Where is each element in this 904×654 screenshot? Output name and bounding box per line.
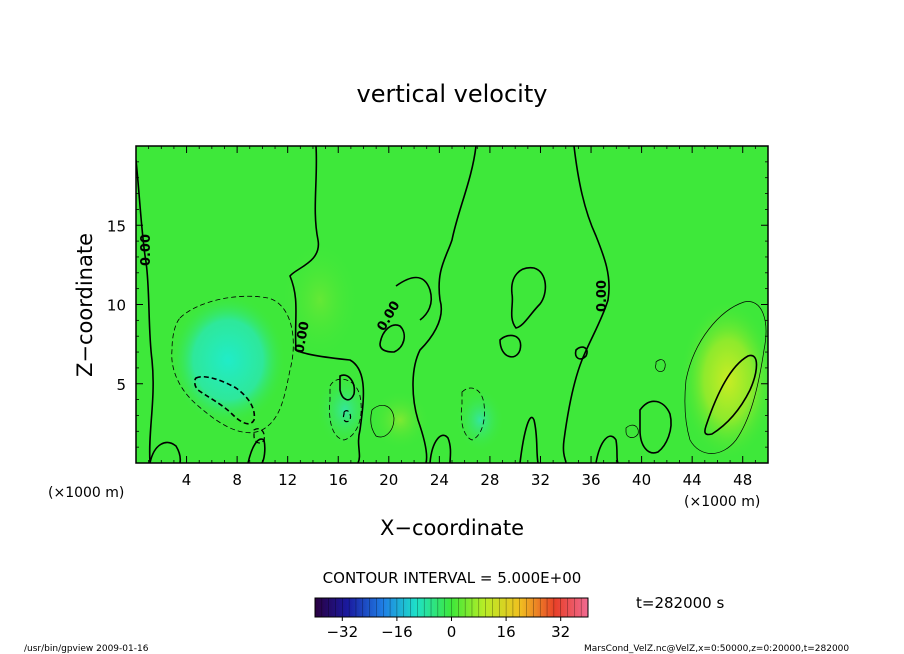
x-axis-title: X−coordinate xyxy=(380,516,524,540)
contour-interval-label: CONTOUR INTERVAL = 5.000E+00 xyxy=(323,569,582,587)
contour-label: 0.00 xyxy=(595,280,610,312)
x-tick-label: 16 xyxy=(329,471,348,489)
x-tick-label: 28 xyxy=(480,471,499,489)
positive-region-2 xyxy=(370,390,430,450)
contour-label: 0.00 xyxy=(139,234,154,266)
time-label: t=282000 s xyxy=(636,594,724,612)
x-tick-label: 44 xyxy=(683,471,702,489)
colorbar-tick-label: −16 xyxy=(381,623,413,641)
colorbar-tick-label: 32 xyxy=(551,623,570,641)
x-tick-label: 40 xyxy=(632,471,651,489)
footer-right: MarsCond_VelZ.nc@VelZ,x=0:50000,z=0:2000… xyxy=(584,644,849,654)
contour-label: 0.00 xyxy=(292,320,312,354)
x-tick-label: 48 xyxy=(733,471,752,489)
colorbar-tick-label: −32 xyxy=(326,623,358,641)
y-axis-title: Z−coordinate xyxy=(73,233,97,377)
positive-contours xyxy=(370,301,767,454)
negative-region-2 xyxy=(317,372,373,448)
colorbar-level-lines xyxy=(321,598,582,617)
positive-region-1 xyxy=(680,300,768,460)
x-tick-label: 12 xyxy=(278,471,297,489)
colorbar-tick-label: 16 xyxy=(497,623,516,641)
y-axis-ticks: 5 10 15 xyxy=(107,161,768,448)
chart-title: vertical velocity xyxy=(357,80,548,108)
x-tick-label: 32 xyxy=(531,471,550,489)
negative-region-3 xyxy=(456,388,504,452)
y-tick-label: 10 xyxy=(107,297,126,315)
negative-region-1 xyxy=(170,294,286,426)
y-tick-label: 15 xyxy=(107,217,126,235)
y-tick-label: 5 xyxy=(116,376,126,394)
colorbar-ticks: −32 −16 0 16 32 xyxy=(326,617,570,641)
x-axis-ticks: 4 8 12 16 20 24 28 32 36 40 44 48 xyxy=(148,146,756,489)
negative-contours xyxy=(171,295,485,444)
x-unit-label-right: (×1000 m) xyxy=(684,494,760,510)
x-tick-label: 20 xyxy=(379,471,398,489)
colorbar-tick-label: 0 xyxy=(447,623,457,641)
plot-field xyxy=(136,146,768,463)
x-tick-label: 4 xyxy=(182,471,192,489)
x-unit-label-left: (×1000 m) xyxy=(48,485,124,501)
positive-region-3 xyxy=(280,240,360,360)
x-tick-label: 8 xyxy=(232,471,242,489)
footer-left: /usr/bin/gpview 2009-01-16 xyxy=(24,644,149,654)
x-tick-label: 24 xyxy=(430,471,449,489)
x-tick-label: 36 xyxy=(581,471,600,489)
